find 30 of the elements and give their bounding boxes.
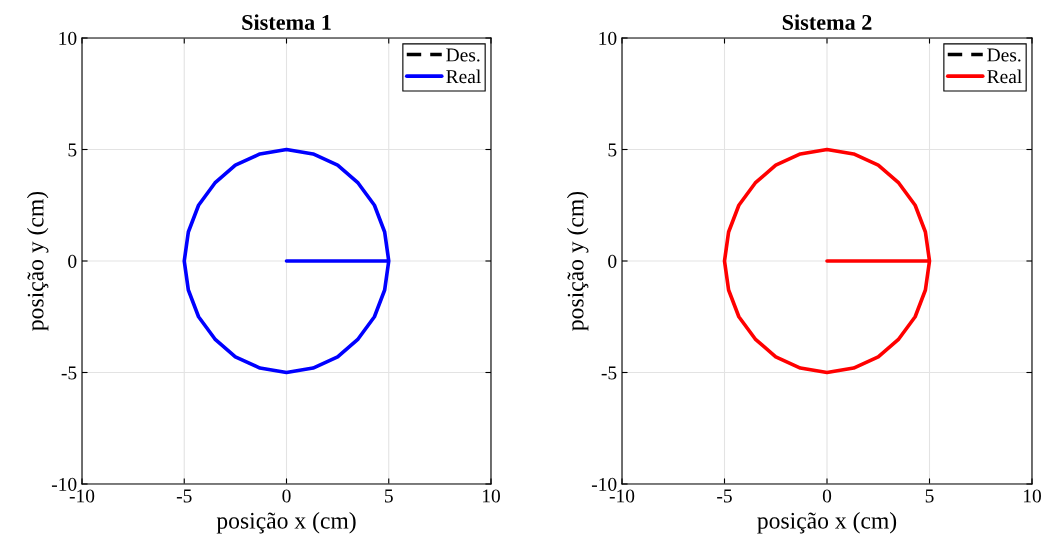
legend-label: Des. (446, 48, 480, 62)
y-tick-label: 0 (68, 254, 77, 268)
y-tick-label: -10 (591, 477, 617, 491)
x-axis-title: posição x (cm) (757, 512, 897, 534)
legend-label: Real (987, 69, 1022, 84)
x-tick-label: -5 (717, 489, 732, 503)
y-tick-label: 5 (608, 143, 617, 157)
y-tick-label: -5 (61, 366, 77, 380)
line-series (182, 147, 391, 375)
line-series (722, 147, 932, 375)
x-tick-label: 5 (385, 489, 393, 503)
y-tick-label: 5 (68, 143, 77, 157)
y-tick-label: -10 (51, 477, 77, 491)
y-tick-label: 10 (59, 31, 77, 45)
x-axis-title: posição x (cm) (216, 512, 356, 534)
y-axis-title: posição y (cm) (26, 191, 49, 331)
legend-label: Real (446, 69, 481, 84)
y-tick-label: -5 (601, 366, 617, 380)
x-tick-label: 10 (482, 489, 500, 503)
x-tick-label: 0 (822, 489, 832, 503)
x-tick-label: 5 (925, 489, 934, 503)
chart-title: Sistema 1 (242, 14, 331, 30)
y-tick-label: 10 (599, 31, 617, 45)
chart-title: Sistema 2 (782, 14, 872, 30)
x-tick-label: 0 (282, 489, 291, 503)
x-tick-label: 10 (1023, 489, 1041, 503)
y-tick-label: 0 (608, 254, 617, 268)
y-axis-title: posição y (cm) (566, 191, 589, 331)
legend-label: Des. (987, 48, 1021, 62)
x-tick-label: -5 (176, 489, 192, 503)
